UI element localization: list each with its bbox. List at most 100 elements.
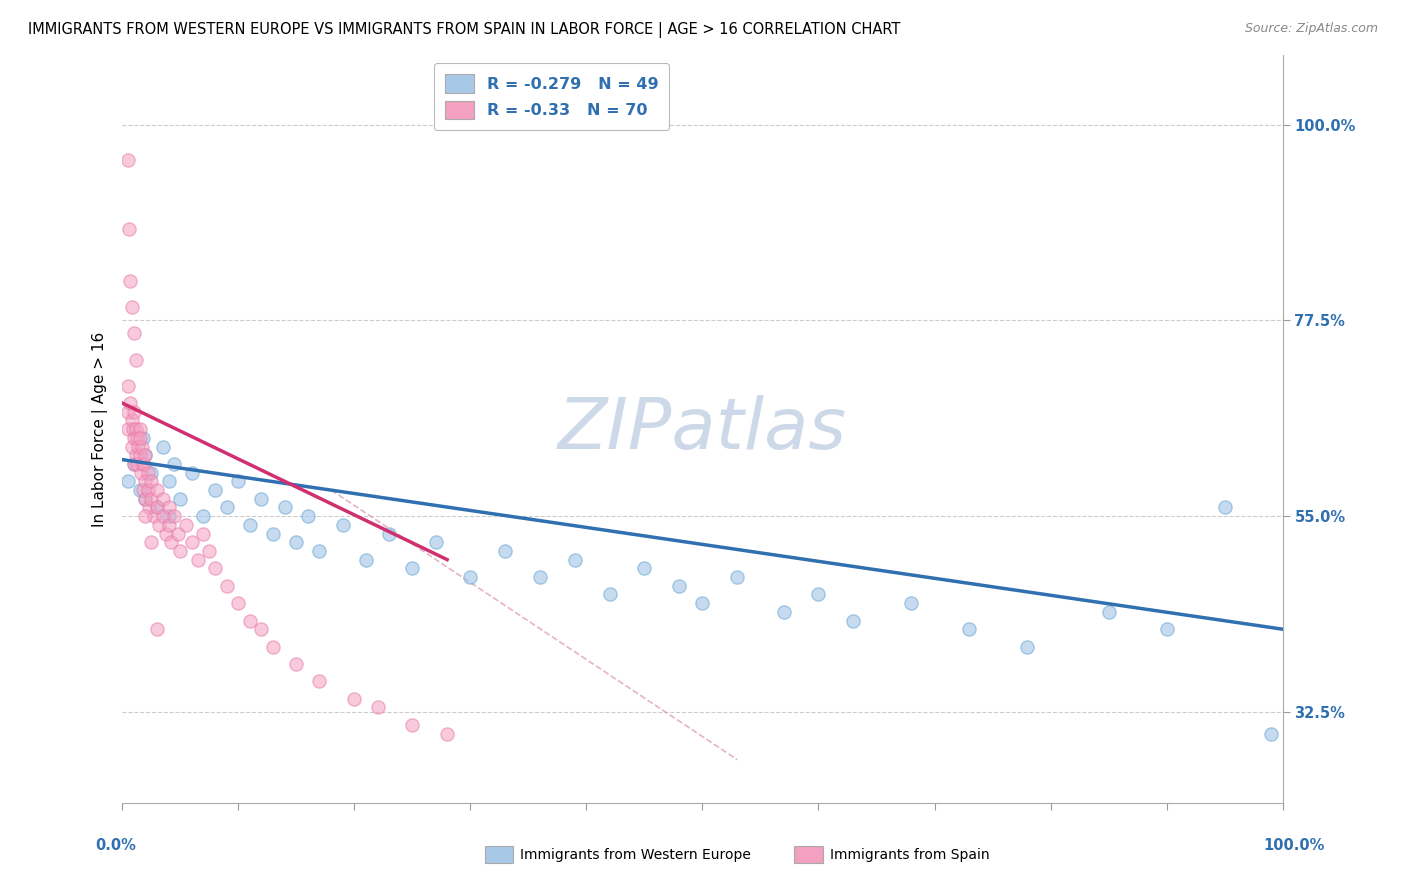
Point [122, 431, 145, 445]
Point [436, 726, 458, 740]
Point [529, 570, 551, 584]
Text: Immigrants from Western Europe: Immigrants from Western Europe [520, 847, 751, 862]
Point [121, 301, 143, 315]
Point [138, 500, 160, 515]
Point [134, 448, 156, 462]
Point [122, 457, 145, 471]
Point [1213, 500, 1236, 515]
Point [668, 579, 690, 593]
Point [125, 352, 148, 367]
Point [152, 491, 174, 506]
Point [564, 552, 586, 566]
Point [117, 378, 139, 392]
Point [146, 500, 169, 515]
Point [120, 396, 142, 410]
Point [134, 491, 156, 506]
Point [297, 509, 319, 524]
Point [215, 579, 238, 593]
Point [193, 526, 215, 541]
Point [136, 466, 159, 480]
Point [226, 475, 249, 489]
Point [308, 674, 330, 689]
Point [599, 587, 621, 601]
Point [163, 509, 186, 524]
Point [308, 544, 330, 558]
Point [167, 526, 190, 541]
Text: ZIPatlas: ZIPatlas [558, 394, 846, 464]
Point [250, 622, 273, 636]
Point [226, 596, 249, 610]
Point [157, 509, 180, 524]
Point [157, 475, 180, 489]
Point [285, 535, 308, 549]
Point [141, 535, 163, 549]
Point [163, 457, 186, 471]
Point [204, 561, 226, 575]
Text: 0.0%: 0.0% [96, 838, 136, 853]
Point [1156, 622, 1178, 636]
Point [157, 500, 180, 515]
Point [262, 640, 284, 654]
Point [273, 500, 295, 515]
Point [152, 440, 174, 454]
Point [401, 561, 423, 575]
Point [127, 457, 149, 471]
Point [118, 222, 141, 236]
Point [134, 457, 156, 471]
Point [354, 552, 377, 566]
Point [215, 500, 238, 515]
Legend: R = -0.279   N = 49, R = -0.33   N = 70: R = -0.279 N = 49, R = -0.33 N = 70 [434, 63, 669, 130]
Point [128, 483, 150, 497]
Point [120, 274, 142, 288]
Point [117, 422, 139, 436]
Point [128, 431, 150, 445]
Point [250, 491, 273, 506]
Point [460, 570, 482, 584]
Point [378, 526, 401, 541]
Point [239, 517, 262, 532]
Point [367, 700, 389, 714]
Point [160, 535, 183, 549]
Point [129, 466, 152, 480]
Point [157, 517, 180, 532]
Point [121, 422, 143, 436]
Point [725, 570, 748, 584]
Point [141, 491, 163, 506]
Point [127, 431, 149, 445]
Point [134, 448, 156, 462]
Point [127, 440, 149, 454]
Point [204, 483, 226, 497]
Point [1260, 726, 1282, 740]
Point [128, 448, 150, 462]
Point [152, 509, 174, 524]
Point [117, 405, 139, 419]
Point [122, 457, 145, 471]
Point [134, 509, 156, 524]
Point [142, 509, 165, 524]
Point [169, 491, 191, 506]
Point [122, 405, 145, 419]
Point [155, 526, 177, 541]
Text: Source: ZipAtlas.com: Source: ZipAtlas.com [1244, 22, 1378, 36]
Point [239, 614, 262, 628]
Point [180, 535, 202, 549]
Point [285, 657, 308, 671]
Point [146, 483, 169, 497]
Point [121, 413, 143, 427]
Point [128, 422, 150, 436]
Point [148, 517, 170, 532]
Point [132, 483, 155, 497]
Point [169, 544, 191, 558]
Text: Immigrants from Spain: Immigrants from Spain [830, 847, 990, 862]
Point [146, 500, 169, 515]
Point [425, 535, 447, 549]
Point [146, 622, 169, 636]
Point [332, 517, 354, 532]
Point [122, 326, 145, 341]
Point [141, 466, 163, 480]
Point [174, 517, 197, 532]
Point [692, 596, 714, 610]
Text: IMMIGRANTS FROM WESTERN EUROPE VS IMMIGRANTS FROM SPAIN IN LABOR FORCE | AGE > 1: IMMIGRANTS FROM WESTERN EUROPE VS IMMIGR… [28, 22, 900, 38]
Point [141, 475, 163, 489]
Y-axis label: In Labor Force | Age > 16: In Labor Force | Age > 16 [93, 332, 108, 527]
